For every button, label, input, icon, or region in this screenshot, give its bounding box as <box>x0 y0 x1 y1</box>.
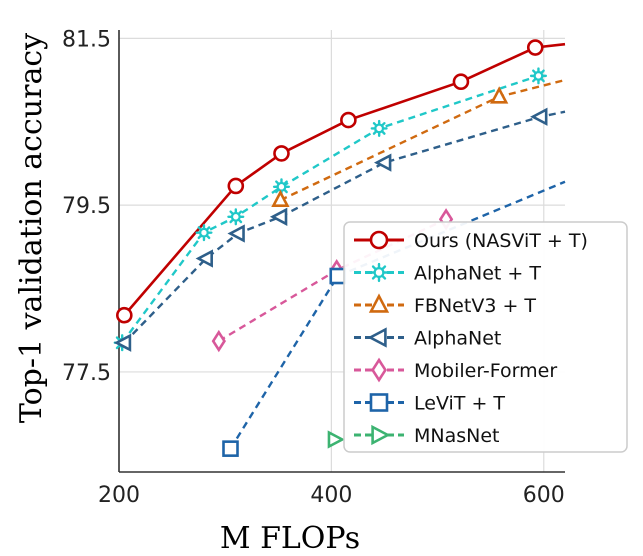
data-point-ray <box>539 77 545 83</box>
data-point <box>526 39 544 56</box>
series-line <box>279 78 566 202</box>
data-point-ray <box>380 122 386 127</box>
legend-item: AlphaNet + T <box>354 263 541 285</box>
data-point <box>272 178 291 196</box>
data-point <box>490 86 509 104</box>
data-point <box>227 177 245 195</box>
x-tick-label: 200 <box>98 483 140 508</box>
data-point <box>227 208 245 226</box>
legend-item: Ours (NASViT + T) <box>354 230 588 252</box>
legend-label: MNasNet <box>414 425 500 447</box>
data-point-ray <box>229 218 235 224</box>
legend-label: LeViT + T <box>414 393 505 415</box>
data-point-ray <box>275 188 280 194</box>
y-tick-label: 81.5 <box>62 27 111 52</box>
data-point <box>222 440 239 457</box>
y-axis-label: Top-1 validation accuracy <box>14 33 49 423</box>
data-point <box>529 67 548 85</box>
data-point <box>371 424 391 446</box>
series-3 <box>113 107 566 352</box>
legend-label: AlphaNet + T <box>414 263 541 285</box>
tick-labels: 200 400 600 81.5 79.5 77.5 <box>62 27 565 508</box>
data-point <box>371 357 387 383</box>
data-point-ray <box>115 336 121 342</box>
series-0 <box>116 39 566 324</box>
data-point-ray <box>380 274 387 280</box>
x-tick-label: 400 <box>310 483 352 508</box>
data-point <box>271 189 290 208</box>
y-tick-label: 77.5 <box>62 361 111 386</box>
series-line <box>121 74 539 344</box>
legend-label: FBNetV3 + T <box>414 295 536 317</box>
data-point <box>530 107 548 126</box>
data-point <box>113 333 132 352</box>
data-point-ray <box>237 218 243 224</box>
series-2 <box>271 78 566 208</box>
data-point-ray <box>205 226 211 232</box>
legend-label: Mobiler-Former <box>414 360 557 382</box>
data-point <box>116 306 133 324</box>
data-point-ray <box>237 210 243 216</box>
data-point-ray <box>380 265 387 271</box>
y-tick-label: 79.5 <box>62 194 111 219</box>
data-point-ray <box>371 274 378 280</box>
data-point <box>273 145 290 162</box>
data-point <box>367 327 387 348</box>
data-point-ray <box>372 129 378 135</box>
data-point-ray <box>371 265 378 271</box>
data-point-ray <box>197 234 203 240</box>
data-point <box>340 111 357 129</box>
data-point-ray <box>275 180 280 186</box>
data-point-ray <box>115 344 121 350</box>
data-point <box>369 393 389 412</box>
data-point-ray <box>532 77 537 83</box>
data-point-ray <box>229 210 235 216</box>
data-point-ray <box>282 188 288 194</box>
legend-label: Ours (NASViT + T) <box>414 230 588 252</box>
legend: Ours (NASViT + T) AlphaNet + T FBNetV3 + T… <box>343 221 628 453</box>
data-point <box>368 293 390 313</box>
data-point <box>369 262 389 283</box>
data-point-ray <box>372 122 378 127</box>
plot-series <box>113 39 566 457</box>
data-point <box>327 430 346 449</box>
x-tick-label: 600 <box>523 483 565 508</box>
data-point-ray <box>532 69 537 75</box>
data-point <box>369 230 389 250</box>
data-point <box>373 153 392 172</box>
data-point <box>195 249 213 268</box>
axes <box>118 30 565 473</box>
data-point <box>227 224 245 243</box>
legend-item: MNasNet <box>354 424 500 447</box>
data-point <box>269 207 288 226</box>
legend-box <box>343 221 628 453</box>
data-point <box>195 224 213 242</box>
data-point <box>329 267 347 285</box>
data-point-ray <box>197 226 203 232</box>
data-point <box>370 119 388 137</box>
legend-item: Mobiler-Former <box>354 357 557 383</box>
data-point-ray <box>380 129 386 135</box>
legend-label: AlphaNet <box>414 328 501 350</box>
data-point-ray <box>205 234 211 240</box>
legend-item: FBNetV3 + T <box>354 293 536 317</box>
data-point <box>211 329 226 353</box>
data-point-ray <box>282 180 288 186</box>
legend-item: LeViT + T <box>354 393 505 415</box>
series-6 <box>327 430 346 449</box>
x-axis-label: M FLOPs <box>220 521 360 556</box>
data-point-ray <box>539 69 545 75</box>
data-point <box>452 73 470 91</box>
legend-item: AlphaNet <box>354 327 501 350</box>
